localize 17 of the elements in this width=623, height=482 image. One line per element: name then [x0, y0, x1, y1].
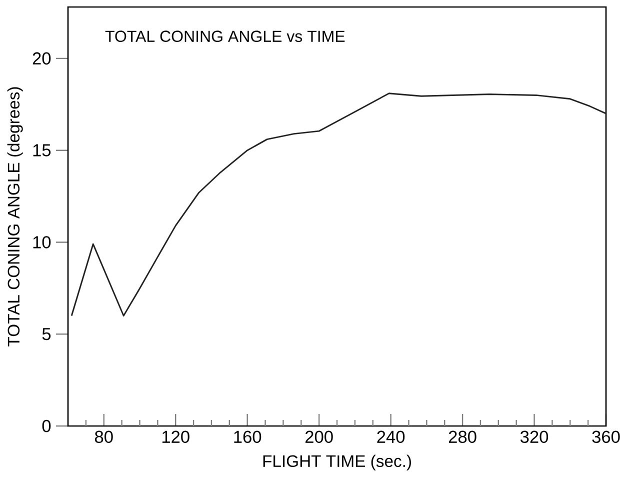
y-tick-label: 0 [42, 420, 51, 432]
y-tick-label: 20 [32, 52, 51, 65]
x-tick-label: 320 [520, 430, 548, 443]
x-tick-label: 240 [377, 430, 405, 443]
x-tick-label: 120 [162, 430, 190, 443]
line-series [70, 92, 606, 316]
x-tick-label: 80 [94, 430, 113, 443]
x-tick-label: 360 [592, 430, 620, 443]
x-tick-label: 200 [305, 430, 333, 443]
text: TOTAL CONING ANGLE vs TIME [105, 30, 345, 42]
y-tick-label: 10 [33, 236, 51, 248]
y-tick-label: 5 [42, 328, 51, 340]
x-axis-title: FLIGHT TIME (sec.) [263, 454, 411, 470]
x-tick-label: 280 [448, 430, 476, 443]
y-axis-title: TOTAL CONING ANGLE (degrees) [7, 87, 23, 346]
y-tick-label: 15 [33, 144, 51, 156]
x-tick-label: 160 [234, 430, 262, 443]
